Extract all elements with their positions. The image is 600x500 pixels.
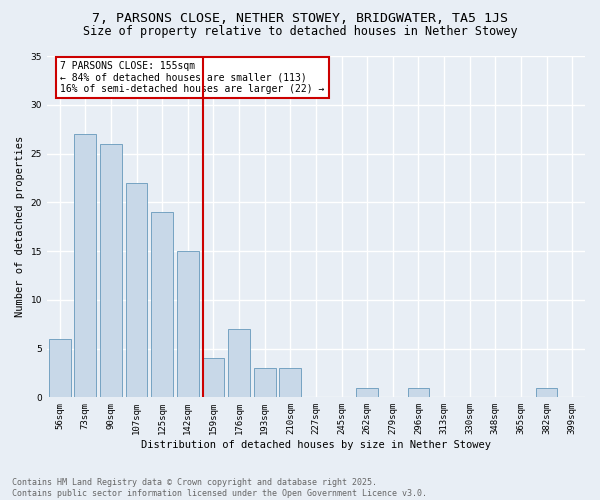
Bar <box>228 329 250 398</box>
Bar <box>126 183 148 398</box>
Bar <box>151 212 173 398</box>
Bar <box>177 251 199 398</box>
Bar <box>203 358 224 398</box>
Bar <box>536 388 557 398</box>
Bar <box>254 368 275 398</box>
Bar <box>74 134 96 398</box>
Bar <box>49 339 71 398</box>
Bar <box>407 388 430 398</box>
Text: 7, PARSONS CLOSE, NETHER STOWEY, BRIDGWATER, TA5 1JS: 7, PARSONS CLOSE, NETHER STOWEY, BRIDGWA… <box>92 12 508 26</box>
Text: 7 PARSONS CLOSE: 155sqm
← 84% of detached houses are smaller (113)
16% of semi-d: 7 PARSONS CLOSE: 155sqm ← 84% of detache… <box>60 61 325 94</box>
Bar <box>356 388 378 398</box>
Bar <box>280 368 301 398</box>
Bar <box>100 144 122 398</box>
X-axis label: Distribution of detached houses by size in Nether Stowey: Distribution of detached houses by size … <box>141 440 491 450</box>
Text: Contains HM Land Registry data © Crown copyright and database right 2025.
Contai: Contains HM Land Registry data © Crown c… <box>12 478 427 498</box>
Y-axis label: Number of detached properties: Number of detached properties <box>15 136 25 318</box>
Text: Size of property relative to detached houses in Nether Stowey: Size of property relative to detached ho… <box>83 25 517 38</box>
